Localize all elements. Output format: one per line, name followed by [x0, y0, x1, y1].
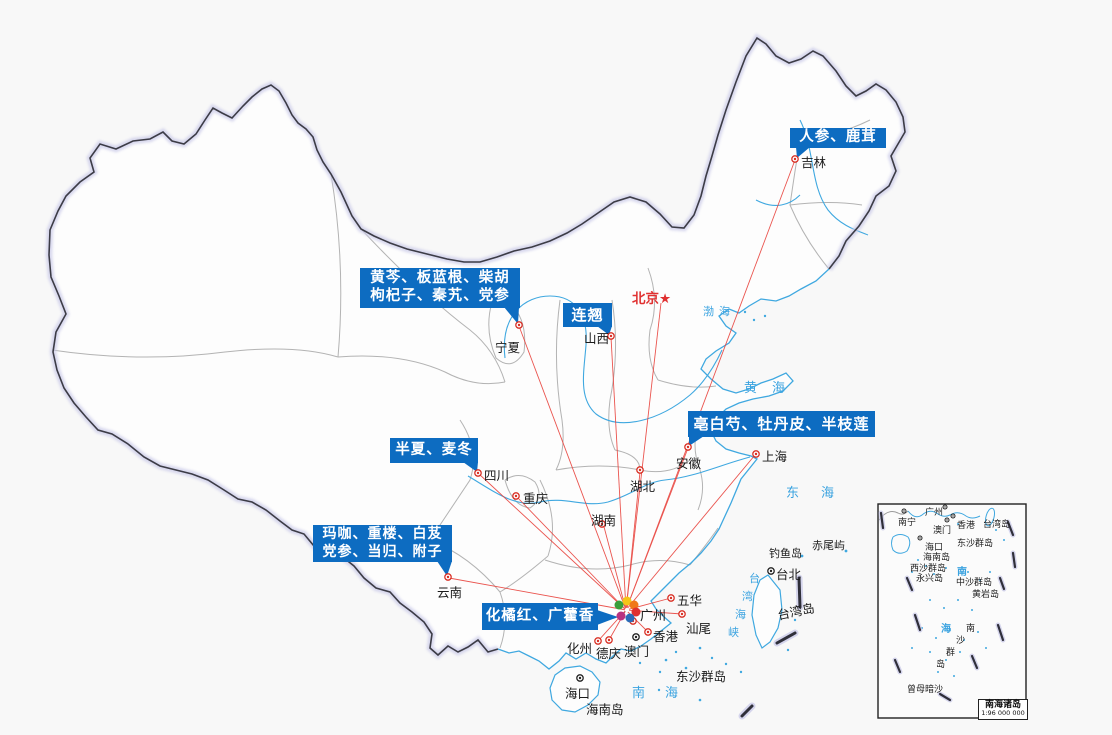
herb-label-yunnan: 玛咖、重楼、白芨 党参、当归、附子	[313, 525, 452, 562]
inset-label-zengmu: 曾母暗沙	[907, 685, 944, 695]
herb-label-sichuan: 半夏、麦冬	[390, 438, 478, 463]
inset-label-hongkong: 香港	[957, 521, 976, 531]
capital-star-icon: ★	[659, 291, 672, 307]
inset-sea-hai: 海	[941, 624, 951, 635]
inset-label-guangzhou: 广州	[925, 508, 944, 518]
inset-label-yongxing: 永兴岛	[916, 574, 944, 584]
city-label-taibei: 台北	[776, 567, 802, 582]
city-label-aomen: 澳门	[624, 644, 650, 659]
city-label-hunan: 湖南	[591, 513, 617, 528]
city-label-jilin: 吉林	[801, 155, 827, 170]
province-borders	[51, 119, 871, 649]
marker-yunnan	[444, 573, 452, 581]
city-label-chongqing: 重庆	[523, 491, 549, 506]
city-label-huazhou: 化州	[567, 641, 593, 656]
sea-label-nanhai: 南海	[632, 686, 699, 701]
city-label-shanwei: 汕尾	[686, 621, 712, 636]
herb-label-jilin: 人参、鹿茸	[790, 128, 886, 148]
label-tails	[437, 147, 810, 625]
marker-hunan	[598, 520, 606, 528]
marker-jilin	[791, 155, 799, 163]
inset-title: 南海诸岛	[984, 700, 1021, 711]
city-label-deqing: 德庆	[596, 646, 622, 661]
island-label-chiwei: 赤尾屿	[812, 539, 845, 552]
marker-hubei	[636, 466, 644, 474]
city-label-haikou: 海口	[565, 686, 591, 701]
national-border	[48, 36, 906, 657]
marker-ningxia	[515, 321, 523, 329]
island-label-hainan: 海南岛	[586, 702, 624, 717]
city-label-shanghai: 上海	[762, 449, 788, 464]
inset-nansha-char-3: 群	[946, 648, 956, 658]
sea-label-donghai: 东海	[786, 486, 857, 501]
island-label-diaoyu: 钓鱼岛	[769, 547, 802, 560]
inset-scale: 1:96 000 000	[981, 709, 1025, 718]
inset-label-huangyan: 黄岩岛	[972, 590, 1000, 600]
city-markers-black	[576, 567, 775, 682]
city-label-anhui: 安徽	[676, 456, 702, 471]
inset-label-zhongsha: 中沙群岛	[956, 578, 993, 588]
inset-label-hainan: 海南岛	[923, 553, 951, 563]
marker-shanwei	[678, 610, 686, 618]
herb-label-guangzhou: 化橘红、广藿香	[482, 603, 598, 630]
marker-wuhua	[667, 594, 675, 602]
taiwan-island	[751, 574, 783, 649]
inset-title-box: 南海诸岛 1:96 000 000	[978, 699, 1028, 720]
marker-taibei	[767, 567, 775, 575]
inset-label-nanning: 南宁	[898, 518, 917, 528]
city-markers-red	[444, 155, 799, 645]
marker-aomen	[632, 633, 640, 641]
marker-hongkong	[644, 628, 652, 636]
inset-label-aomen: 澳门	[933, 526, 952, 536]
marker-sichuan	[474, 469, 482, 477]
inset-markers	[901, 504, 956, 541]
city-label-yunnan: 云南	[437, 585, 463, 600]
city-label-wuhua: 五华	[677, 593, 703, 608]
island-label-dongsha: 东沙群岛	[676, 669, 727, 684]
city-label-hubei: 湖北	[630, 479, 656, 494]
inset-nansha-char-4: 岛	[936, 660, 946, 670]
inset-label-xisha: 西沙群岛	[910, 564, 947, 574]
dash-line-segments	[738, 574, 804, 720]
inset-nansha-char-2: 沙	[956, 636, 966, 646]
inset-nansha-char-1: 南	[966, 624, 976, 634]
marker-haikou	[576, 674, 584, 682]
sea-label-bohai: 渤海	[703, 305, 735, 318]
herb-label-shanxi: 连翘	[563, 303, 612, 327]
herb-label-anhui: 亳白芍、牡丹皮、半枝莲	[688, 411, 875, 437]
inset-sea-nan: 南	[957, 567, 967, 578]
coastline	[497, 268, 830, 670]
city-label-guangzhou: 广州	[640, 609, 667, 624]
marker-shanxi	[607, 332, 615, 340]
sea-islets	[638, 310, 848, 702]
marker-huazhou	[594, 637, 602, 645]
herb-label-ningxia: 黄芩、板蓝根、柴胡 枸杞子、秦艽、党参	[360, 268, 520, 308]
city-label-hongkong: 香港	[653, 629, 679, 644]
sea-label-huanghai: 黄海	[744, 381, 801, 396]
city-label-shanxi: 山西	[584, 331, 610, 346]
inset-label-haikou: 海口	[925, 543, 944, 553]
capital-label-beijing: 北京★	[632, 291, 672, 307]
marker-shanghai	[752, 450, 760, 458]
marker-chongqing	[512, 492, 520, 500]
city-label-ningxia: 宁夏	[495, 340, 521, 355]
china-landmass	[49, 38, 905, 669]
inset-map	[877, 503, 1027, 719]
hainan-island	[549, 665, 601, 713]
marker-deqing	[605, 636, 613, 644]
inset-label-taiwan: 台湾岛	[983, 520, 1011, 530]
inset-label-dongsha: 东沙群岛	[957, 539, 994, 549]
city-label-sichuan: 四川	[484, 468, 510, 483]
marker-anhui	[684, 443, 692, 451]
hub-flower-icon	[614, 596, 641, 623]
